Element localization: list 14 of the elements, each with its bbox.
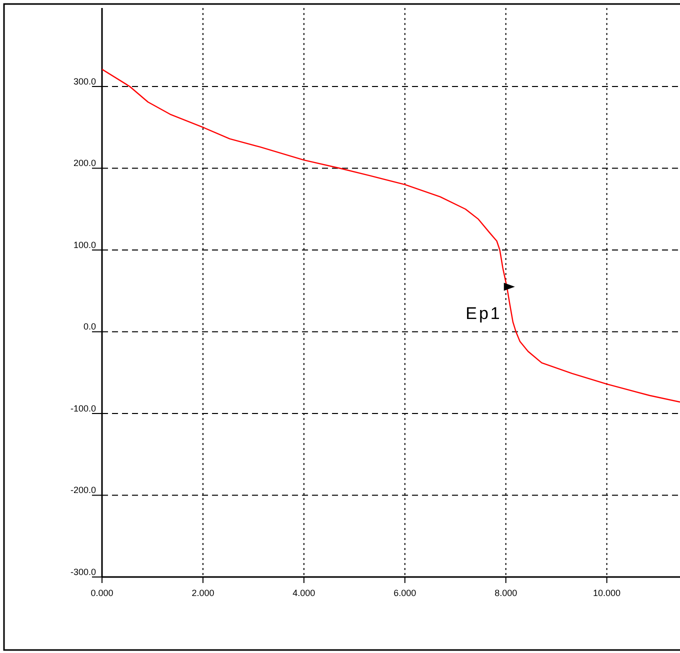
y-tick-label: -200.0	[70, 485, 96, 496]
y-tick-label: 300.0	[73, 76, 96, 86]
y-tick-label: -100.0	[70, 403, 96, 414]
x-tick-label: 0.000	[90, 588, 114, 598]
x-tick-label: 10.000	[593, 588, 621, 598]
x-tick-label: 2.000	[192, 588, 214, 598]
y-tick-label: 0.0	[83, 322, 96, 332]
y-tick-label: 100.0	[73, 240, 96, 250]
annotation: Ep1	[466, 304, 502, 323]
x-tick-label: 4.000	[292, 588, 316, 598]
x-tick-label: 6.000	[394, 588, 416, 598]
x-tick-label: 8.000	[494, 588, 518, 598]
y-tick-label: 200.0	[73, 158, 96, 168]
y-tick-label: -300.0	[70, 567, 96, 577]
